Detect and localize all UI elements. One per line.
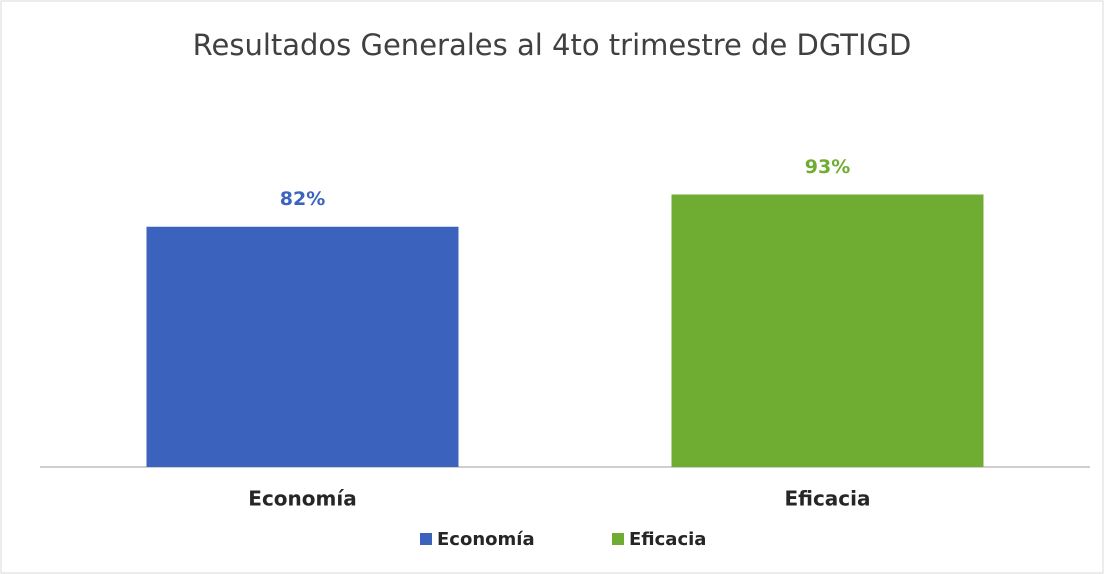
bar	[146, 226, 459, 467]
value-label: 93%	[805, 156, 850, 178]
legend-swatch	[420, 533, 432, 545]
x-tick-label: Eficacia	[784, 487, 870, 511]
value-label: 82%	[280, 188, 325, 210]
legend-label: Eficacia	[629, 529, 706, 550]
chart-title: Resultados Generales al 4to trimestre de…	[193, 28, 912, 62]
legend-swatch	[612, 533, 624, 545]
legend-label: Economía	[437, 529, 535, 550]
x-tick-label: Economía	[248, 487, 356, 511]
bar	[671, 194, 984, 467]
